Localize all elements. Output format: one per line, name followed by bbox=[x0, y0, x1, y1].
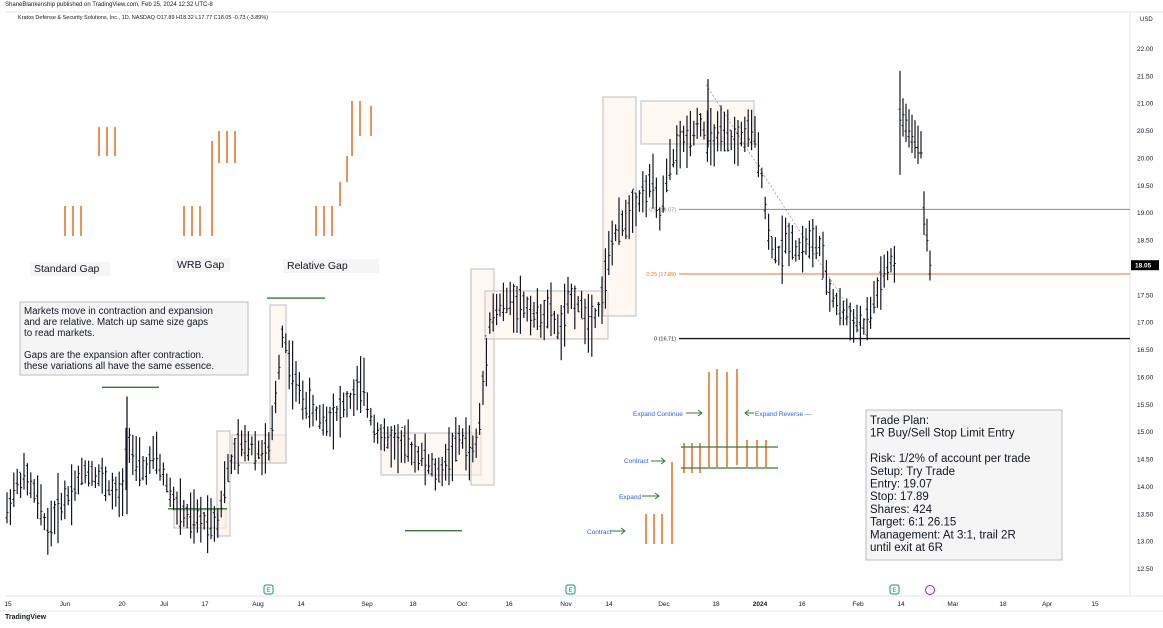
time-tick-label: 2024 bbox=[753, 601, 768, 608]
tradingview-logo: TradingView bbox=[5, 614, 47, 621]
currency-label: USD bbox=[1140, 17, 1153, 23]
last-price-label: 18.05 bbox=[1135, 263, 1152, 270]
note-text-line: Gaps are the expansion after contraction… bbox=[24, 350, 204, 361]
price-tick-label: 13.50 bbox=[1137, 511, 1154, 518]
arrow-contract-2-head bbox=[660, 457, 666, 465]
time-tick-label: 18 bbox=[409, 601, 417, 608]
trade-plan-line: 1R Buy/Sell Stop Limit Entry bbox=[870, 428, 1015, 440]
trade-plan-line: Shares: 424 bbox=[870, 504, 933, 516]
fib-level-label: 0.25 (17.89) bbox=[646, 272, 676, 278]
gap-label-bg bbox=[283, 259, 379, 273]
time-tick-label: 18 bbox=[712, 601, 720, 608]
earnings-marker bbox=[889, 584, 900, 595]
publisher-line: ShaneBlankenship published on TradingVie… bbox=[5, 2, 213, 8]
fib-trend-line bbox=[705, 84, 869, 339]
time-tick-label: Dec bbox=[658, 601, 670, 608]
time-tick-label: 18 bbox=[999, 601, 1007, 608]
earnings-marker bbox=[263, 584, 274, 595]
note-text-line: and are relative. Match up same size gap… bbox=[24, 317, 208, 328]
time-tick-label: Jun bbox=[60, 601, 71, 608]
gap-label-bg bbox=[173, 258, 230, 272]
arrow-expand-head bbox=[654, 492, 660, 500]
time-tick-label: Apr bbox=[1042, 601, 1053, 608]
gap-label: WRB Gap bbox=[177, 259, 224, 271]
gap-label-bg bbox=[30, 262, 110, 276]
time-tick-label: 14 bbox=[897, 601, 905, 608]
label-expand-continue: Expand Continue bbox=[633, 411, 683, 418]
time-tick-label: 20 bbox=[118, 601, 126, 608]
note-text-line: Markets move in contraction and expansio… bbox=[24, 306, 213, 317]
price-tick-label: 16.50 bbox=[1137, 347, 1154, 354]
time-tick-label: 14 bbox=[297, 601, 305, 608]
price-tick-label: 12.50 bbox=[1137, 566, 1154, 573]
price-tick-label: 17.50 bbox=[1137, 292, 1154, 299]
note-text-line: these variations all have the same essen… bbox=[24, 361, 214, 372]
time-tick-label: Mar bbox=[947, 601, 959, 608]
note-box bbox=[19, 301, 249, 376]
trade-plan-line: Entry: 19.07 bbox=[870, 479, 932, 491]
time-tick-label: 16 bbox=[798, 601, 806, 608]
arrow-contract-1-head bbox=[620, 527, 626, 535]
trade-plan-line: until exit at 6R bbox=[870, 542, 943, 554]
time-tick-label: Nov bbox=[560, 601, 572, 608]
price-tick-label: 15.50 bbox=[1137, 402, 1154, 409]
earnings-marker-label: E bbox=[568, 588, 572, 594]
time-tick-label: 15 bbox=[1091, 601, 1099, 608]
time-tick-label: Feb bbox=[852, 601, 864, 608]
earnings-marker-label: E bbox=[266, 588, 270, 594]
label-contract-2: Contract bbox=[624, 458, 649, 465]
trade-plan-line: Setup: Try Trade bbox=[870, 466, 955, 478]
consolidation-box bbox=[216, 430, 231, 537]
note-text-line: to read markets. bbox=[24, 328, 95, 339]
price-tick-label: 15.00 bbox=[1137, 429, 1154, 436]
arrow-expand-reverse-head bbox=[744, 409, 750, 417]
trade-plan-line: Management: At 3:1, trail 2R bbox=[870, 529, 1016, 541]
time-tick-label: Aug bbox=[252, 601, 264, 608]
price-tick-label: 19.00 bbox=[1137, 210, 1154, 217]
label-expand-reverse: Expand Reverse — bbox=[755, 411, 812, 418]
time-tick-label: Oct bbox=[457, 601, 467, 608]
price-tick-label: 20.50 bbox=[1137, 128, 1154, 135]
price-tick-label: 14.50 bbox=[1137, 457, 1154, 464]
label-expand: Expand bbox=[619, 494, 641, 501]
price-tick-label: 21.50 bbox=[1137, 73, 1154, 80]
price-tick-label: 22.00 bbox=[1137, 46, 1154, 53]
earnings-marker bbox=[565, 584, 576, 595]
gap-label: Relative Gap bbox=[287, 260, 348, 272]
price-tick-label: 19.50 bbox=[1137, 183, 1154, 190]
label-contract-1: Contract bbox=[587, 529, 612, 536]
last-price-badge bbox=[1131, 260, 1159, 271]
earnings-marker-label: E bbox=[892, 588, 896, 594]
time-tick-label: 16 bbox=[505, 601, 513, 608]
price-tick-label: 21.00 bbox=[1137, 101, 1154, 108]
price-tick-label: 20.00 bbox=[1137, 155, 1154, 162]
consolidation-box bbox=[484, 290, 609, 340]
trade-plan-line: Target: 6:1 26.15 bbox=[870, 517, 956, 529]
dividend-marker bbox=[925, 585, 935, 595]
time-tick-label: 17 bbox=[201, 601, 209, 608]
time-tick-label: Sep bbox=[361, 601, 373, 608]
price-tick-label: 14.00 bbox=[1137, 484, 1154, 491]
trade-plan-line: Stop: 17.89 bbox=[870, 491, 929, 503]
arrow-expand-continue-head bbox=[697, 409, 703, 417]
price-tick-label: 13.00 bbox=[1137, 539, 1154, 546]
trade-plan-box bbox=[865, 409, 1063, 561]
fib-level-label: 0 (16.71) bbox=[654, 337, 676, 343]
trade-plan-line: Risk: 1/2% of account per trade bbox=[870, 453, 1030, 465]
chart-title: Kratos Defense & Security Solutions, Inc… bbox=[18, 15, 269, 21]
time-tick-label: 14 bbox=[605, 601, 613, 608]
price-tick-label: 17.00 bbox=[1137, 320, 1154, 327]
trade-plan-line: Trade Plan: bbox=[870, 415, 929, 427]
price-tick-label: 18.50 bbox=[1137, 238, 1154, 245]
time-tick-label: 15 bbox=[4, 601, 12, 608]
time-tick-label: Jul bbox=[160, 601, 169, 608]
gap-label: Standard Gap bbox=[34, 263, 100, 275]
price-tick-label: 16.00 bbox=[1137, 374, 1154, 381]
